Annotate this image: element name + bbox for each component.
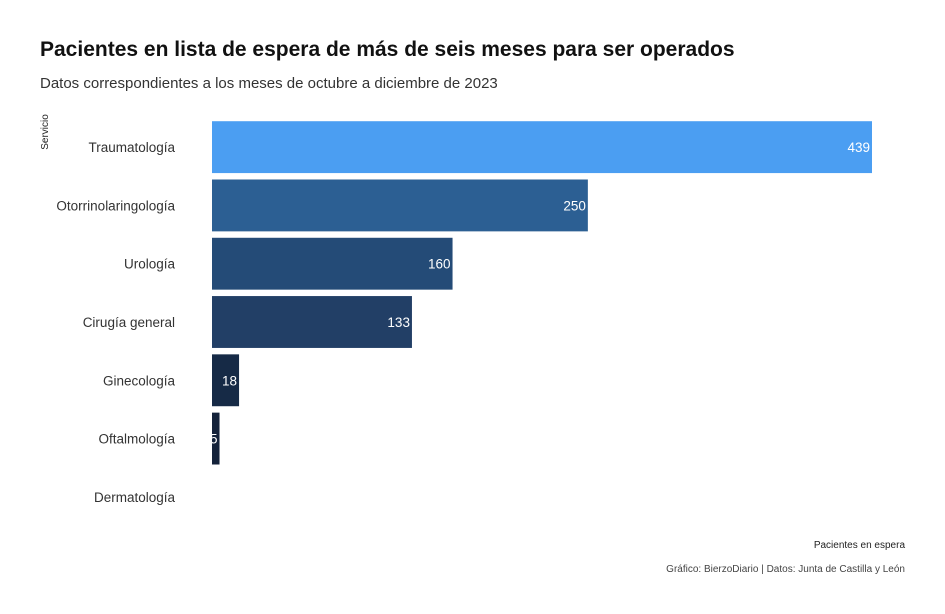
- bar: [212, 179, 588, 232]
- category-label: Dermatología: [94, 490, 176, 505]
- category-label: Cirugía general: [83, 315, 175, 330]
- value-label: 250: [563, 198, 586, 213]
- category-label: Oftalmología: [98, 432, 175, 447]
- bars-group: [212, 121, 872, 465]
- chart-title: Pacientes en lista de espera de más de s…: [40, 38, 735, 61]
- category-label: Otorrinolaringología: [56, 198, 175, 213]
- x-axis-title: Pacientes en espera: [814, 540, 906, 551]
- category-label: Traumatología: [88, 140, 175, 155]
- chart-caption: Gráfico: BierzoDiario | Datos: Junta de …: [666, 564, 905, 575]
- value-label: 133: [387, 315, 410, 330]
- bar: [212, 354, 240, 407]
- value-label: 5: [210, 432, 218, 447]
- bar: [212, 237, 453, 290]
- category-label: Urología: [124, 257, 176, 272]
- bar: [212, 412, 220, 465]
- value-labels: 439 250 160 133 18 5: [210, 140, 870, 446]
- category-labels: Traumatología Otorrinolaringología Urologí…: [56, 140, 175, 505]
- value-label: 439: [847, 140, 870, 155]
- bar: [212, 296, 412, 348]
- category-label: Ginecología: [103, 373, 176, 388]
- chart-subtitle: Datos correspondientes a los meses de oc…: [40, 75, 498, 92]
- value-label: 18: [222, 373, 237, 388]
- y-axis-title: Servicio: [40, 114, 51, 150]
- value-label: 160: [428, 257, 451, 272]
- bar: [212, 121, 872, 174]
